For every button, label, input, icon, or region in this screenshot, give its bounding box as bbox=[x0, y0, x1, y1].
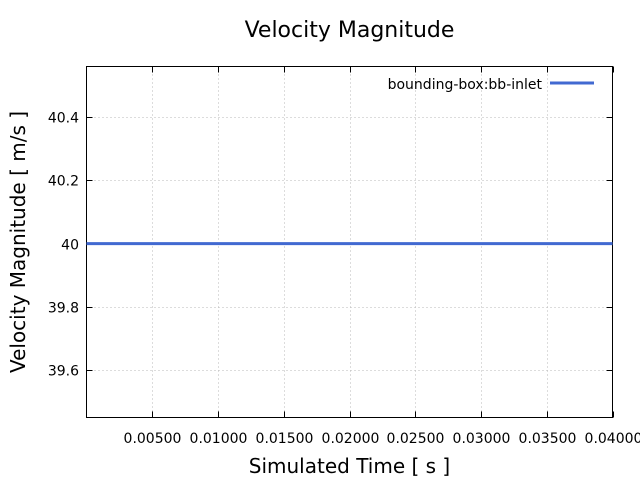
y-axis-label: Velocity Magnitude [ m/s ] bbox=[6, 111, 30, 373]
x-axis: 0.00500 0.01000 0.01500 0.02000 0.02500 0.030… bbox=[124, 66, 640, 447]
x-tick-label: 0.01000 bbox=[190, 431, 248, 447]
x-tick-label: 0.03000 bbox=[453, 431, 511, 447]
x-tick-label: 0.02000 bbox=[322, 431, 380, 447]
x-tick-label: 0.03500 bbox=[519, 431, 577, 447]
chart-title: Velocity Magnitude bbox=[245, 18, 455, 43]
y-tick-label: 40.2 bbox=[48, 174, 79, 190]
x-axis-label: Simulated Time [ s ] bbox=[249, 454, 450, 478]
x-tick-label: 0.00500 bbox=[124, 431, 182, 447]
y-tick-label: 40.4 bbox=[48, 111, 79, 127]
y-axis: 39.6 39.8 40 40.2 40.4 bbox=[48, 111, 613, 380]
x-tick-label: 0.04000 bbox=[585, 431, 640, 447]
y-tick-label: 39.6 bbox=[48, 364, 79, 380]
plot-frame bbox=[86, 66, 613, 418]
legend-label-bb-inlet: bounding-box:bb-inlet bbox=[388, 77, 543, 93]
y-tick-label: 40 bbox=[61, 238, 79, 254]
legend: bounding-box:bb-inlet bbox=[388, 77, 594, 93]
x-tick-label: 0.01500 bbox=[256, 431, 314, 447]
y-tick-label: 39.8 bbox=[48, 301, 79, 317]
x-tick-label: 0.02500 bbox=[387, 431, 445, 447]
grid bbox=[86, 66, 613, 418]
